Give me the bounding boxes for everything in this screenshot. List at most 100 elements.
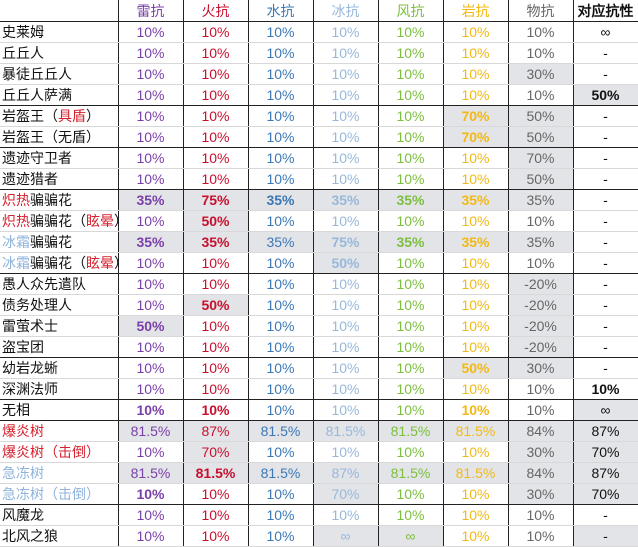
fire-cell: 75% bbox=[182, 189, 249, 211]
phys-cell: 10% bbox=[507, 42, 574, 64]
table-row: 爆炎树（击倒） 10% 70% 10% 10% 10% 10% 30% 70% bbox=[0, 441, 638, 463]
table-row: 爆炎树 81.5% 87% 81.5% 81.5% 81.5% 81.5% 84… bbox=[0, 420, 638, 442]
enemy-name-text: 岩盔王（无盾） bbox=[2, 129, 100, 145]
enemy-name: 炽热骗骗花 bbox=[0, 189, 119, 211]
enemy-name: 遗迹猎者 bbox=[0, 168, 119, 190]
water-cell: 10% bbox=[247, 525, 314, 547]
enemy-name-text: 盗宝团 bbox=[2, 339, 44, 355]
thunder-cell: 10% bbox=[117, 210, 184, 232]
table-row: 炽热骗骗花 35% 75% 35% 35% 35% 35% 35% - bbox=[0, 189, 638, 211]
enemy-name-text: 暴徒丘丘人 bbox=[2, 66, 72, 82]
enemy-name: 爆炎树 bbox=[0, 420, 119, 442]
fire-cell: 10% bbox=[182, 63, 249, 85]
fire-cell: 10% bbox=[182, 378, 249, 400]
corresponding-res-cell: - bbox=[572, 252, 638, 274]
rock-cell: 81.5% bbox=[442, 420, 509, 442]
water-cell: 10% bbox=[247, 105, 314, 127]
enemy-name: 幼岩龙蜥 bbox=[0, 357, 119, 379]
enemy-name-text: 骗骗花 bbox=[30, 234, 72, 250]
corresponding-res-cell: - bbox=[572, 210, 638, 232]
wind-cell: 10% bbox=[377, 336, 444, 358]
ice-cell: 10% bbox=[312, 21, 379, 43]
rock-cell: 10% bbox=[442, 168, 509, 190]
enemy-state-text: 眩晕 bbox=[86, 255, 114, 271]
enemy-name: 风魔龙 bbox=[0, 504, 119, 526]
fire-cell: 10% bbox=[182, 84, 249, 106]
phys-cell: 35% bbox=[507, 231, 574, 253]
enemy-name-text: 风魔龙 bbox=[2, 507, 44, 523]
rock-cell: 10% bbox=[442, 21, 509, 43]
enemy-name-text: 遗迹守卫者 bbox=[2, 150, 72, 166]
phys-cell: 35% bbox=[507, 189, 574, 211]
fire-cell: 87% bbox=[182, 420, 249, 442]
rock-cell: 10% bbox=[442, 315, 509, 337]
enemy-variant-text: 冰霜 bbox=[2, 234, 30, 250]
enemy-name: 急冻树（击倒） bbox=[0, 483, 119, 505]
rock-cell: 10% bbox=[442, 273, 509, 295]
wind-cell: 10% bbox=[377, 252, 444, 274]
phys-cell: 30% bbox=[507, 483, 574, 505]
table-row: 深渊法师 10% 10% 10% 10% 10% 10% 10% 10% bbox=[0, 378, 638, 400]
header-ice-res: 冰抗 bbox=[312, 0, 379, 22]
phys-cell: 10% bbox=[507, 378, 574, 400]
header-enemy-name bbox=[0, 0, 119, 22]
fire-cell: 10% bbox=[182, 357, 249, 379]
table-row: 风魔龙 10% 10% 10% 10% 10% 10% 10% - bbox=[0, 504, 638, 526]
wind-cell: 10% bbox=[377, 168, 444, 190]
ice-cell: 50% bbox=[312, 252, 379, 274]
wind-cell: 81.5% bbox=[377, 420, 444, 442]
rock-cell: 70% bbox=[442, 105, 509, 127]
enemy-name-text: 骗骗花（ bbox=[30, 255, 86, 271]
water-cell: 10% bbox=[247, 315, 314, 337]
enemy-name-text: 遗迹猎者 bbox=[2, 171, 58, 187]
corresponding-res-cell: 87% bbox=[572, 462, 638, 484]
enemy-name-text: 雷萤术士 bbox=[2, 318, 58, 334]
water-cell: 10% bbox=[247, 357, 314, 379]
fire-cell: 50% bbox=[182, 294, 249, 316]
enemy-name: 无相 bbox=[0, 399, 119, 421]
fire-cell: 10% bbox=[182, 126, 249, 148]
water-cell: 10% bbox=[247, 147, 314, 169]
wind-cell: 10% bbox=[377, 147, 444, 169]
enemy-name: 盗宝团 bbox=[0, 336, 119, 358]
rock-cell: 35% bbox=[442, 231, 509, 253]
ice-cell: 10% bbox=[312, 168, 379, 190]
table-row: 急冻树（击倒） 10% 10% 10% 70% 10% 10% 30% 70% bbox=[0, 483, 638, 505]
phys-cell: -20% bbox=[507, 336, 574, 358]
thunder-cell: 35% bbox=[117, 189, 184, 211]
rock-cell: 10% bbox=[442, 441, 509, 463]
enemy-name: 岩盔王（无盾） bbox=[0, 126, 119, 148]
wind-cell: 10% bbox=[377, 483, 444, 505]
water-cell: 10% bbox=[247, 504, 314, 526]
enemy-name: 冰霜骗骗花（眩晕） bbox=[0, 252, 119, 274]
fire-cell: 10% bbox=[182, 168, 249, 190]
ice-cell: 70% bbox=[312, 483, 379, 505]
rock-cell: 81.5% bbox=[442, 462, 509, 484]
fire-cell: 10% bbox=[182, 21, 249, 43]
header-corresponding-res: 对应抗性 bbox=[572, 0, 638, 22]
table-row: 北风之狼 10% 10% 10% ∞ ∞ 10% 10% - bbox=[0, 525, 638, 547]
rock-cell: 10% bbox=[442, 483, 509, 505]
enemy-name: 爆炎树（击倒） bbox=[0, 441, 119, 463]
ice-cell: 10% bbox=[312, 63, 379, 85]
table-row: 炽热骗骗花（眩晕） 10% 50% 10% 10% 10% 10% 10% - bbox=[0, 210, 638, 232]
water-cell: 10% bbox=[247, 84, 314, 106]
enemy-name-text: 丘丘人萨满 bbox=[2, 87, 72, 103]
corresponding-res-cell: 70% bbox=[572, 441, 638, 463]
enemy-name-suffix: ） bbox=[114, 255, 117, 271]
thunder-cell: 10% bbox=[117, 483, 184, 505]
ice-cell: 10% bbox=[312, 378, 379, 400]
water-cell: 10% bbox=[247, 252, 314, 274]
water-cell: 10% bbox=[247, 441, 314, 463]
phys-cell: 84% bbox=[507, 420, 574, 442]
table-row: 急冻树 81.5% 81.5% 81.5% 87% 81.5% 81.5% 84… bbox=[0, 462, 638, 484]
ice-cell: 10% bbox=[312, 336, 379, 358]
thunder-cell: 10% bbox=[117, 525, 184, 547]
rock-cell: 10% bbox=[442, 84, 509, 106]
ice-cell: 10% bbox=[312, 84, 379, 106]
enemy-variant-text: 炽热 bbox=[2, 192, 30, 208]
enemy-state-text: 具盾 bbox=[58, 108, 86, 124]
thunder-cell: 10% bbox=[117, 336, 184, 358]
fire-cell: 10% bbox=[182, 525, 249, 547]
